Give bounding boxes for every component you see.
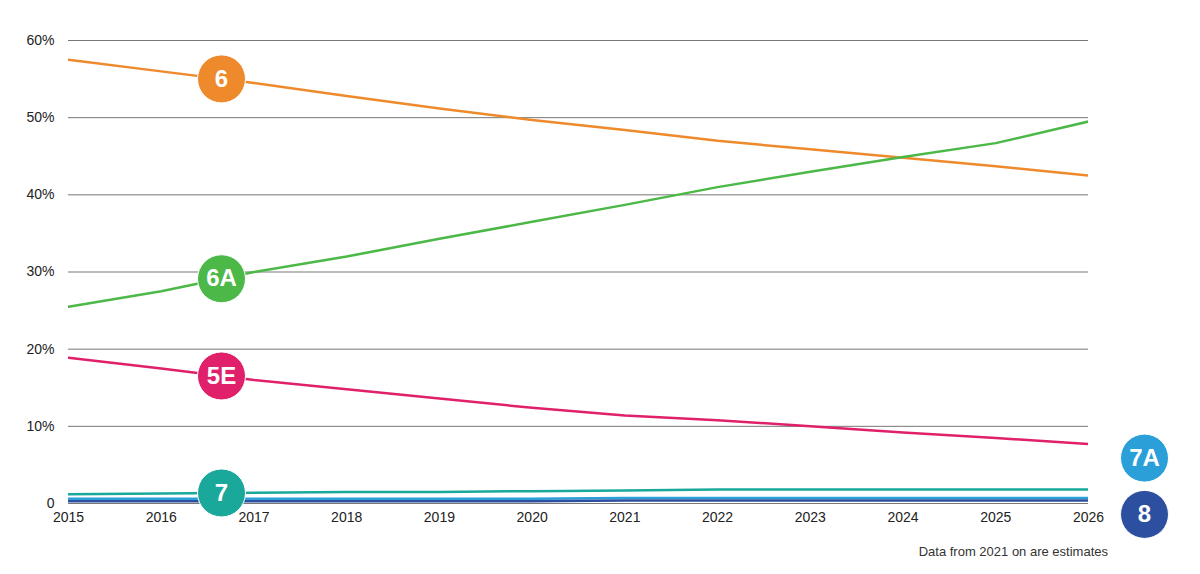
svg-text:0: 0 bbox=[46, 495, 55, 511]
svg-text:2023: 2023 bbox=[795, 509, 826, 525]
svg-text:20%: 20% bbox=[26, 341, 54, 357]
svg-text:2024: 2024 bbox=[887, 509, 918, 525]
svg-text:30%: 30% bbox=[26, 263, 54, 279]
svg-text:7: 7 bbox=[215, 479, 228, 506]
svg-text:2017: 2017 bbox=[238, 509, 269, 525]
svg-text:2022: 2022 bbox=[702, 509, 733, 525]
svg-text:6A: 6A bbox=[206, 264, 237, 291]
svg-text:2020: 2020 bbox=[517, 509, 548, 525]
svg-text:2015: 2015 bbox=[53, 509, 84, 525]
svg-text:2025: 2025 bbox=[980, 509, 1011, 525]
svg-text:7A: 7A bbox=[1129, 444, 1160, 471]
svg-text:60%: 60% bbox=[26, 32, 54, 48]
svg-text:6: 6 bbox=[215, 65, 228, 92]
svg-text:10%: 10% bbox=[26, 418, 54, 434]
svg-text:5E: 5E bbox=[207, 362, 236, 389]
svg-text:2018: 2018 bbox=[331, 509, 362, 525]
svg-text:50%: 50% bbox=[26, 109, 54, 125]
html-text:Data from 2021 on are estimate: Data from 2021 on are estimates bbox=[918, 544, 1108, 559]
svg-text:8: 8 bbox=[1138, 500, 1151, 527]
svg-text:2016: 2016 bbox=[146, 509, 177, 525]
svg-text:2026: 2026 bbox=[1073, 509, 1104, 525]
svg-text:2019: 2019 bbox=[424, 509, 455, 525]
svg-text:40%: 40% bbox=[26, 186, 54, 202]
svg-text:2021: 2021 bbox=[609, 509, 640, 525]
